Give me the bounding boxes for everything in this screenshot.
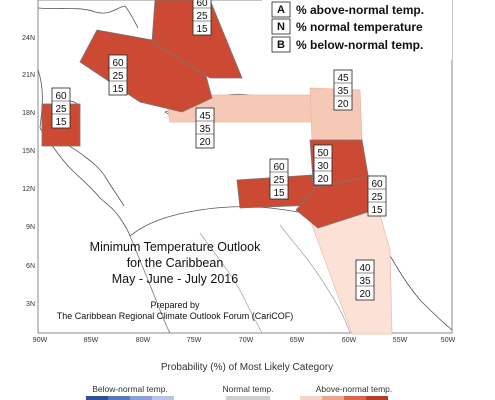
lat-label: 9N — [26, 224, 35, 231]
prob-above: 45 — [199, 111, 211, 122]
map-title-line: for the Caribbean — [127, 256, 224, 270]
prob-box-trinidad-guyana: 60 25 15 — [367, 175, 387, 217]
lon-label: 85W — [84, 337, 99, 344]
map-title-line: Minimum Temperature Outlook — [90, 240, 261, 254]
prob-box-northern-lesser-antilles: 45 35 20 — [333, 69, 353, 111]
prob-below: 20 — [317, 174, 329, 185]
scale-label-below: Below-normal temp. — [92, 384, 168, 394]
prob-above: 60 — [112, 58, 124, 69]
prob-below: 15 — [55, 117, 67, 128]
lon-label: 70W — [239, 337, 254, 344]
prob-above: 60 — [196, 0, 208, 9]
prob-box-abc-islands: 60 25 15 — [269, 158, 289, 200]
prob-above: 60 — [371, 179, 383, 190]
legend-letter: A — [277, 4, 285, 16]
lon-label: 55W — [393, 337, 408, 344]
lat-label: 6N — [26, 263, 35, 270]
prob-box-belize: 60 25 15 — [51, 87, 71, 129]
prob-box-guianas: 40 35 20 — [355, 259, 375, 301]
prob-normal: 25 — [371, 192, 383, 203]
prob-normal: 25 — [112, 71, 124, 82]
lat-label: 24N — [22, 35, 35, 42]
scale-label-above: Above-normal temp. — [316, 384, 393, 394]
scale-title: Probability (%) of Most Likely Category — [161, 362, 333, 373]
map-title: Minimum Temperature Outlook for the Cari… — [90, 240, 261, 286]
legend-text: % above-normal temp. — [296, 3, 424, 17]
prob-above: 60 — [273, 162, 285, 173]
prepared-line: The Caribbean Regional Climate Outlook F… — [57, 311, 294, 321]
lon-label: 90W — [33, 337, 48, 344]
prob-normal: 35 — [337, 86, 349, 97]
prob-below: 20 — [337, 99, 349, 110]
prob-box-hispaniola-puerto-rico: 45 35 20 — [195, 107, 215, 149]
prob-below: 15 — [112, 84, 124, 95]
prob-below: 20 — [199, 137, 211, 148]
prob-normal: 35 — [199, 124, 211, 135]
lat-label: 15N — [22, 148, 35, 155]
color-scale — [86, 396, 388, 400]
prob-above: 50 — [317, 148, 329, 159]
prob-box-florida-bahamas: 60 25 15 — [192, 0, 212, 36]
legend-text: % below-normal temp. — [296, 38, 423, 52]
lon-labels: 90W 85W 80W 75W 70W 65W 60W 55W 50W — [33, 337, 456, 344]
legend-letter: B — [277, 39, 285, 51]
prob-below: 20 — [359, 289, 371, 300]
lon-label: 65W — [290, 337, 305, 344]
prob-above: 60 — [55, 91, 67, 102]
prob-normal: 25 — [55, 104, 67, 115]
prob-normal: 25 — [273, 175, 285, 186]
lat-label: 12N — [22, 186, 35, 193]
scale-labels: Below-normal temp. Normal temp. Above-no… — [92, 384, 392, 394]
lon-label: 80W — [136, 337, 151, 344]
legend-text: % normal temperature — [296, 20, 423, 34]
map-legend: A % above-normal temp. N % normal temper… — [262, 0, 452, 60]
region-trinidad-guyana — [295, 175, 371, 229]
lon-label: 50W — [441, 337, 456, 344]
lat-label: 18N — [22, 110, 35, 117]
legend-item-normal: N % normal temperature — [271, 18, 423, 35]
prob-box-cuba-jamaica: 60 25 15 — [108, 54, 128, 96]
prob-above: 45 — [337, 73, 349, 84]
scale-label-normal: Normal temp. — [222, 384, 273, 394]
legend-item-below: B % below-normal temp. — [271, 36, 423, 53]
prob-normal: 25 — [196, 11, 208, 22]
region-florida-bahamas — [151, 0, 243, 79]
lon-label: 60W — [342, 337, 357, 344]
prob-below: 15 — [196, 24, 208, 35]
prob-normal: 35 — [359, 276, 371, 287]
lat-label: 21N — [22, 72, 35, 79]
prob-box-windward-islands: 50 30 20 — [313, 144, 333, 186]
lat-labels: 24N 21N 18N 15N 12N 9N 6N 3N — [22, 35, 35, 308]
prob-below: 15 — [371, 205, 383, 216]
legend-item-above: A % above-normal temp. — [271, 1, 424, 18]
prepared-by: Prepared by The Caribbean Regional Clima… — [57, 300, 294, 321]
prepared-line: Prepared by — [150, 300, 200, 310]
lat-label: 3N — [26, 301, 35, 308]
prob-below: 15 — [273, 188, 285, 199]
prob-above: 40 — [359, 263, 371, 274]
lon-label: 75W — [187, 337, 202, 344]
prob-normal: 30 — [317, 161, 329, 172]
map-title-line: May - June - July 2016 — [112, 272, 238, 286]
legend-letter: N — [277, 21, 285, 33]
